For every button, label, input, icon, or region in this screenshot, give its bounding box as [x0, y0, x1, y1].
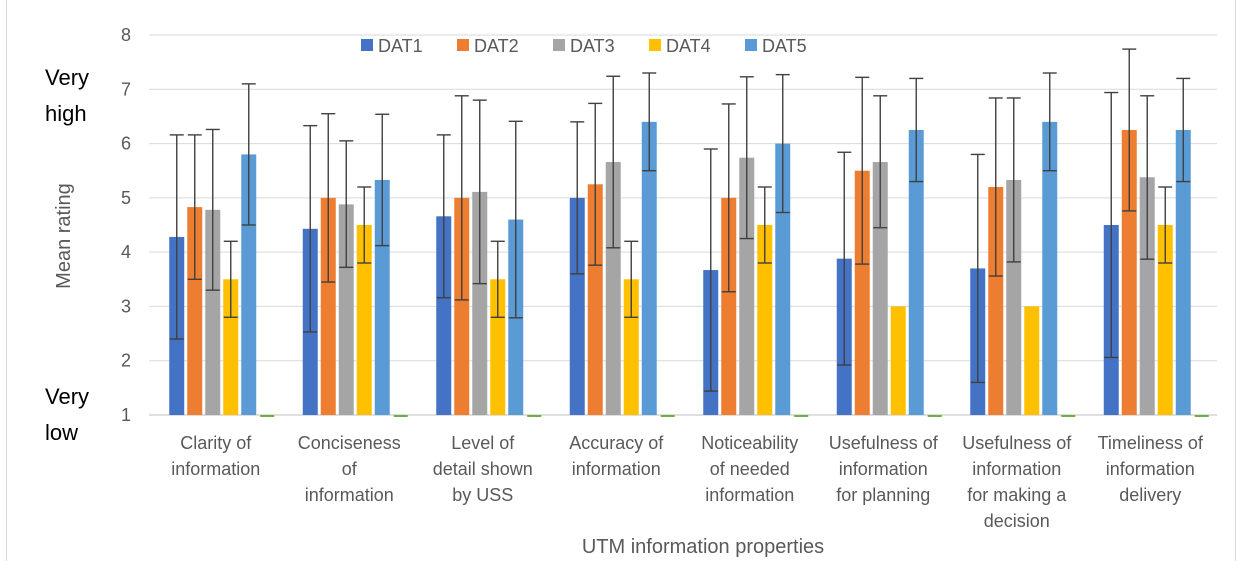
bar-dat5 [775, 143, 791, 416]
scale-low-label-line1: Very [45, 384, 89, 409]
bar-dat4 [490, 279, 506, 415]
y-tick-label: 7 [121, 79, 131, 99]
bar-dat4 [890, 306, 906, 415]
bar-dat4 [223, 279, 239, 415]
y-tick-label: 6 [121, 134, 131, 154]
bar-dat4 [1157, 225, 1173, 415]
y-axis-ticks: 1 2 3 4 5 6 7 8 [121, 25, 131, 425]
legend: DAT1 DAT2 DAT3 DAT4 DAT5 [361, 36, 807, 56]
x-category-label: information [305, 485, 394, 505]
bar-dat2 [320, 197, 336, 415]
bar-dat5 [241, 154, 257, 415]
x-category-label: information [1106, 459, 1195, 479]
x-axis-title: UTM information properties [582, 536, 824, 558]
y-tick-label: 8 [121, 25, 131, 45]
legend-swatch-dat5 [745, 39, 757, 51]
x-category-label: for planning [836, 485, 930, 505]
bar-dat3 [739, 157, 755, 415]
bar-dat2 [454, 197, 470, 415]
bar-dat2 [721, 197, 737, 415]
x-category-label: Usefulness of [829, 433, 939, 453]
scale-low-label-line2: low [45, 420, 78, 445]
y-tick-label: 4 [121, 242, 131, 262]
x-category-label: Level of [451, 433, 515, 453]
scale-high-label-line1: Very [45, 65, 89, 90]
legend-swatch-dat1 [361, 39, 373, 51]
legend-swatch-dat4 [649, 39, 661, 51]
legend-swatch-dat2 [457, 39, 469, 51]
bars [169, 121, 1191, 416]
bar-dat2 [854, 170, 870, 415]
x-category-label: information [171, 459, 260, 479]
x-category-label: decision [984, 511, 1050, 531]
bar-dat3 [605, 162, 621, 415]
x-category-label: Timeliness of [1098, 433, 1204, 453]
legend-label-dat3: DAT3 [570, 36, 615, 56]
bar-dat5 [641, 121, 657, 415]
bar-dat4 [757, 225, 773, 415]
x-category-label: information [572, 459, 661, 479]
bar-chart: 1 2 3 4 5 6 7 8 Clarity of information Concisenes… [45, 25, 1217, 558]
bar-dat2 [187, 207, 203, 415]
x-category-label: Clarity of [180, 433, 252, 453]
bar-dat4 [623, 279, 639, 415]
y-tick-label: 3 [121, 296, 131, 316]
x-category-label: of [342, 459, 358, 479]
bar-dat5 [908, 130, 924, 415]
bar-dat4 [356, 225, 372, 415]
y-tick-label: 2 [121, 351, 131, 371]
bar-dat3 [1006, 179, 1022, 415]
legend-label-dat4: DAT4 [666, 36, 711, 56]
legend-label-dat5: DAT5 [762, 36, 807, 56]
x-category-label: Usefulness of [962, 433, 1072, 453]
x-category-label: Conciseness [298, 433, 401, 453]
legend-swatch-dat3 [553, 39, 565, 51]
bar-dat3 [338, 204, 354, 415]
bar-dat4 [1024, 306, 1040, 415]
x-category-label: information [972, 459, 1061, 479]
bar-dat5 [1042, 121, 1058, 415]
bar-dat1 [569, 197, 585, 415]
bar-dat1 [436, 216, 452, 415]
bar-dat2 [1121, 130, 1137, 415]
x-category-label: information [705, 485, 794, 505]
legend-label-dat2: DAT2 [474, 36, 519, 56]
x-axis-categories: Clarity of information Conciseness of inform… [171, 433, 1204, 531]
x-category-label: Accuracy of [569, 433, 664, 453]
x-category-label: of needed [710, 459, 790, 479]
scale-high-label-line2: high [45, 101, 87, 126]
bar-dat5 [374, 179, 390, 415]
x-category-label: Noticeability [701, 433, 798, 453]
error-bars [169, 48, 1191, 392]
chart-frame: 1 2 3 4 5 6 7 8 Clarity of information Concisenes… [6, 0, 1236, 561]
bar-dat3 [872, 162, 888, 415]
bar-dat3 [205, 209, 221, 415]
x-category-label: detail shown [433, 459, 533, 479]
y-tick-label: 1 [121, 405, 131, 425]
bar-dat3 [1139, 177, 1155, 415]
y-tick-label: 5 [121, 188, 131, 208]
legend-label-dat1: DAT1 [378, 36, 423, 56]
bar-dat2 [988, 187, 1004, 415]
bar-dat3 [472, 191, 488, 415]
y-axis-title: Mean rating [53, 183, 75, 289]
bar-dat2 [587, 184, 603, 415]
x-category-label: information [839, 459, 928, 479]
x-category-label: for making a [967, 485, 1067, 505]
bar-dat5 [1175, 130, 1191, 415]
x-category-label: by USS [452, 485, 513, 505]
x-category-label: delivery [1119, 485, 1181, 505]
